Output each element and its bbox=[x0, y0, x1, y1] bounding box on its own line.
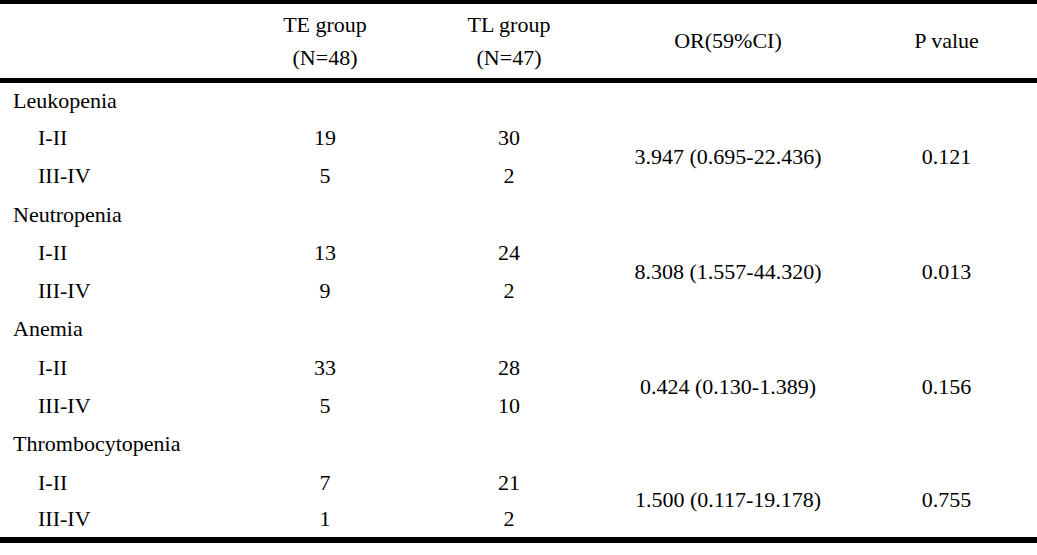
header-row: TE group (N=48) TL group (N=47) OR(59%CI… bbox=[0, 2, 1037, 81]
tl-count: 2 bbox=[418, 272, 600, 310]
grade-row: I-II7211.500 (0.117-19.178)0.755 bbox=[0, 463, 1037, 501]
te-count: 33 bbox=[232, 349, 418, 387]
section-row: Neutropenia bbox=[0, 195, 1037, 233]
empty-cell bbox=[600, 81, 856, 119]
empty-cell bbox=[856, 195, 1037, 233]
empty-cell bbox=[232, 195, 418, 233]
table-body: LeukopeniaI-II19303.947 (0.695-22.436)0.… bbox=[0, 81, 1037, 541]
te-count: 1 bbox=[232, 502, 418, 540]
tl-count: 21 bbox=[418, 463, 600, 501]
header-p-value: P value bbox=[856, 2, 1037, 81]
header-te-group-n: (N=48) bbox=[232, 41, 418, 74]
te-count: 13 bbox=[232, 234, 418, 272]
empty-cell bbox=[418, 81, 600, 119]
empty-cell bbox=[600, 310, 856, 348]
empty-cell bbox=[600, 425, 856, 463]
p-value: 0.755 bbox=[856, 463, 1037, 540]
grade-label: III-IV bbox=[0, 502, 232, 540]
section-label: Thrombocytopenia bbox=[0, 425, 232, 463]
empty-cell bbox=[418, 425, 600, 463]
grade-row: I-II13248.308 (1.557-44.320)0.013 bbox=[0, 234, 1037, 272]
p-value: 0.156 bbox=[856, 349, 1037, 426]
empty-cell bbox=[232, 81, 418, 119]
empty-cell bbox=[418, 310, 600, 348]
empty-cell bbox=[232, 425, 418, 463]
or-ci-value: 0.424 (0.130-1.389) bbox=[600, 349, 856, 426]
tl-count: 28 bbox=[418, 349, 600, 387]
or-ci-value: 1.500 (0.117-19.178) bbox=[600, 463, 856, 540]
tl-count: 10 bbox=[418, 387, 600, 425]
section-label: Anemia bbox=[0, 310, 232, 348]
header-tl-group-name: TL group bbox=[418, 8, 600, 41]
section-row: Anemia bbox=[0, 310, 1037, 348]
empty-cell bbox=[856, 81, 1037, 119]
header-te-group: TE group (N=48) bbox=[232, 2, 418, 81]
grade-label: III-IV bbox=[0, 387, 232, 425]
p-value: 0.013 bbox=[856, 234, 1037, 311]
tl-count: 2 bbox=[418, 502, 600, 540]
grade-label: III-IV bbox=[0, 157, 232, 195]
empty-cell bbox=[600, 195, 856, 233]
header-tl-group-n: (N=47) bbox=[418, 41, 600, 74]
tl-count: 30 bbox=[418, 119, 600, 157]
or-ci-value: 8.308 (1.557-44.320) bbox=[600, 234, 856, 311]
header-empty-cell bbox=[0, 2, 232, 81]
header-tl-group: TL group (N=47) bbox=[418, 2, 600, 81]
toxicity-comparison-table: TE group (N=48) TL group (N=47) OR(59%CI… bbox=[0, 0, 1037, 543]
section-label: Neutropenia bbox=[0, 195, 232, 233]
grade-label: I-II bbox=[0, 234, 232, 272]
header-or-ci: OR(59%CI) bbox=[600, 2, 856, 81]
te-count: 5 bbox=[232, 157, 418, 195]
section-row: Thrombocytopenia bbox=[0, 425, 1037, 463]
grade-row: I-II33280.424 (0.130-1.389)0.156 bbox=[0, 349, 1037, 387]
header-te-group-name: TE group bbox=[232, 8, 418, 41]
empty-cell bbox=[418, 195, 600, 233]
tl-count: 24 bbox=[418, 234, 600, 272]
grade-row: I-II19303.947 (0.695-22.436)0.121 bbox=[0, 119, 1037, 157]
te-count: 5 bbox=[232, 387, 418, 425]
p-value: 0.121 bbox=[856, 119, 1037, 196]
tl-count: 2 bbox=[418, 157, 600, 195]
or-ci-value: 3.947 (0.695-22.436) bbox=[600, 119, 856, 196]
grade-label: I-II bbox=[0, 119, 232, 157]
grade-label: I-II bbox=[0, 463, 232, 501]
paper-table-page: TE group (N=48) TL group (N=47) OR(59%CI… bbox=[0, 0, 1037, 555]
table-header: TE group (N=48) TL group (N=47) OR(59%CI… bbox=[0, 2, 1037, 81]
te-count: 19 bbox=[232, 119, 418, 157]
grade-label: III-IV bbox=[0, 272, 232, 310]
empty-cell bbox=[232, 310, 418, 348]
section-row: Leukopenia bbox=[0, 81, 1037, 119]
empty-cell bbox=[856, 310, 1037, 348]
te-count: 7 bbox=[232, 463, 418, 501]
section-label: Leukopenia bbox=[0, 81, 232, 119]
te-count: 9 bbox=[232, 272, 418, 310]
empty-cell bbox=[856, 425, 1037, 463]
grade-label: I-II bbox=[0, 349, 232, 387]
